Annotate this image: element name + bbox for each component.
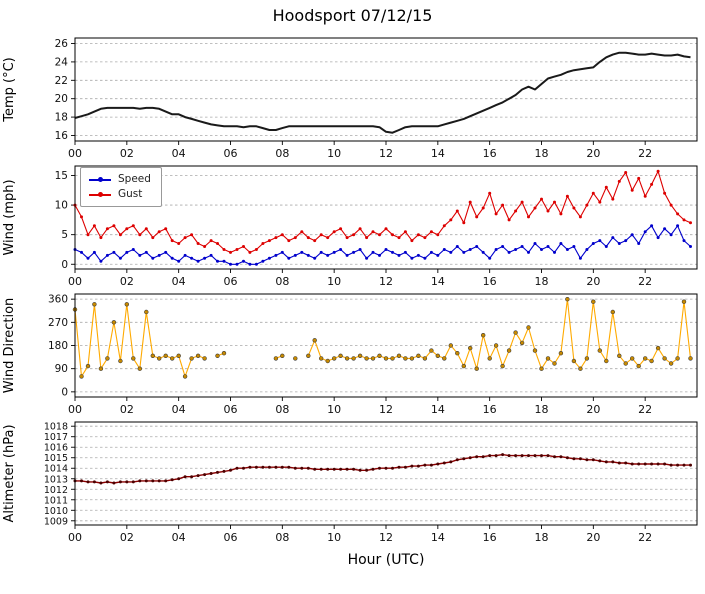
svg-text:08: 08 — [275, 147, 289, 160]
svg-text:20: 20 — [586, 403, 600, 416]
svg-text:1012: 1012 — [44, 485, 68, 496]
svg-text:00: 00 — [68, 531, 82, 544]
speed-line-swatch — [89, 177, 111, 182]
svg-text:18: 18 — [535, 531, 549, 544]
svg-text:10: 10 — [55, 200, 68, 212]
svg-text:10: 10 — [327, 275, 341, 288]
svg-text:22: 22 — [638, 275, 652, 288]
wind-direction-chart: 0 90 180 270 360 00 02 04 06 08 10 12 14 16 18 20 22 Wind… — [2, 293, 698, 416]
svg-text:02: 02 — [120, 147, 134, 160]
svg-text:04: 04 — [172, 275, 186, 288]
svg-text:18: 18 — [55, 112, 68, 124]
svg-text:08: 08 — [275, 531, 289, 544]
svg-text:1013: 1013 — [44, 474, 68, 485]
svg-text:14: 14 — [431, 531, 445, 544]
svg-text:08: 08 — [275, 403, 289, 416]
svg-text:06: 06 — [224, 275, 238, 288]
svg-text:180: 180 — [48, 340, 68, 352]
svg-text:24: 24 — [55, 56, 69, 68]
svg-text:12: 12 — [379, 403, 393, 416]
svg-text:360: 360 — [48, 294, 68, 306]
svg-text:00: 00 — [68, 275, 82, 288]
svg-text:Altimeter (hPa): Altimeter (hPa) — [2, 424, 17, 522]
svg-text:02: 02 — [120, 531, 134, 544]
svg-text:08: 08 — [275, 275, 289, 288]
svg-text:12: 12 — [379, 275, 393, 288]
wind-legend: Speed Gust — [80, 167, 162, 207]
legend-label-speed: Speed — [118, 173, 151, 185]
svg-text:06: 06 — [224, 531, 238, 544]
svg-text:20: 20 — [586, 147, 600, 160]
svg-text:06: 06 — [224, 403, 238, 416]
svg-text:16: 16 — [483, 147, 497, 160]
svg-text:1010: 1010 — [44, 506, 68, 517]
svg-text:18: 18 — [535, 403, 549, 416]
svg-text:12: 12 — [379, 147, 393, 160]
svg-text:06: 06 — [224, 147, 238, 160]
svg-text:22: 22 — [55, 75, 68, 87]
svg-text:1017: 1017 — [44, 432, 68, 443]
svg-text:26: 26 — [55, 38, 69, 50]
x-axis-label: Hour (UTC) — [347, 552, 425, 568]
svg-text:00: 00 — [68, 403, 82, 416]
svg-text:20: 20 — [586, 275, 600, 288]
altimeter-panel: 1009 1010 1011 1012 1013 1014 1015 1016 1017 1018… — [0, 418, 705, 546]
svg-text:15: 15 — [55, 170, 68, 182]
svg-text:00: 00 — [68, 147, 82, 160]
svg-text:18: 18 — [535, 275, 549, 288]
temp-chart: 16 18 20 22 24 26 00 02 04 06 08 10 12 14 16 18 20 22 Temp… — [2, 37, 698, 160]
legend-entry-gust: Gust — [89, 187, 151, 202]
temp-panel: 16 18 20 22 24 26 00 02 04 06 08 10 12 14 16 18 20 22 Temp… — [0, 34, 705, 162]
svg-text:18: 18 — [535, 147, 549, 160]
svg-text:5: 5 — [61, 229, 68, 241]
svg-text:10: 10 — [327, 147, 341, 160]
svg-text:1009: 1009 — [44, 516, 68, 527]
wind-panel: 0 5 10 15 00 02 04 06 08 10 12 14 16 18 20 22 Wind (mph)… — [0, 162, 705, 290]
svg-text:0: 0 — [61, 259, 68, 271]
svg-text:Temp (°C): Temp (°C) — [2, 57, 17, 123]
svg-text:16: 16 — [483, 403, 497, 416]
svg-text:1018: 1018 — [44, 422, 68, 433]
svg-text:02: 02 — [120, 275, 134, 288]
svg-text:20: 20 — [586, 531, 600, 544]
svg-text:22: 22 — [638, 531, 652, 544]
svg-text:16: 16 — [483, 275, 497, 288]
wind-direction-panel: 0 90 180 270 360 00 02 04 06 08 10 12 14 16 18 20 22 Wind… — [0, 290, 705, 418]
svg-text:10: 10 — [327, 531, 341, 544]
svg-text:12: 12 — [379, 531, 393, 544]
svg-text:04: 04 — [172, 531, 186, 544]
svg-text:22: 22 — [638, 403, 652, 416]
gust-line-swatch — [89, 192, 111, 197]
svg-text:1014: 1014 — [44, 464, 68, 475]
wind-chart: 0 5 10 15 00 02 04 06 08 10 12 14 16 18 20 22 Wind (mph) — [2, 165, 698, 288]
svg-text:16: 16 — [483, 531, 497, 544]
svg-text:16: 16 — [55, 130, 69, 142]
svg-text:Wind Direction: Wind Direction — [2, 298, 17, 394]
svg-text:0: 0 — [61, 386, 68, 398]
svg-text:14: 14 — [431, 403, 445, 416]
svg-text:14: 14 — [431, 275, 445, 288]
svg-text:02: 02 — [120, 403, 134, 416]
legend-entry-speed: Speed — [89, 172, 151, 187]
svg-text:14: 14 — [431, 147, 445, 160]
svg-text:04: 04 — [172, 147, 186, 160]
chart-title: Hoodsport 07/12/15 — [272, 6, 433, 25]
svg-text:270: 270 — [48, 317, 68, 329]
svg-text:04: 04 — [172, 403, 186, 416]
svg-text:90: 90 — [55, 363, 68, 375]
legend-label-gust: Gust — [118, 188, 143, 200]
svg-text:22: 22 — [638, 147, 652, 160]
svg-text:20: 20 — [55, 93, 68, 105]
altimeter-chart: 1009101010111012101310141015101610171018… — [2, 421, 698, 544]
svg-text:1016: 1016 — [44, 443, 68, 454]
svg-text:Wind (mph): Wind (mph) — [2, 179, 17, 255]
svg-text:10: 10 — [327, 403, 341, 416]
svg-text:1015: 1015 — [44, 453, 68, 464]
svg-text:1011: 1011 — [44, 495, 68, 506]
